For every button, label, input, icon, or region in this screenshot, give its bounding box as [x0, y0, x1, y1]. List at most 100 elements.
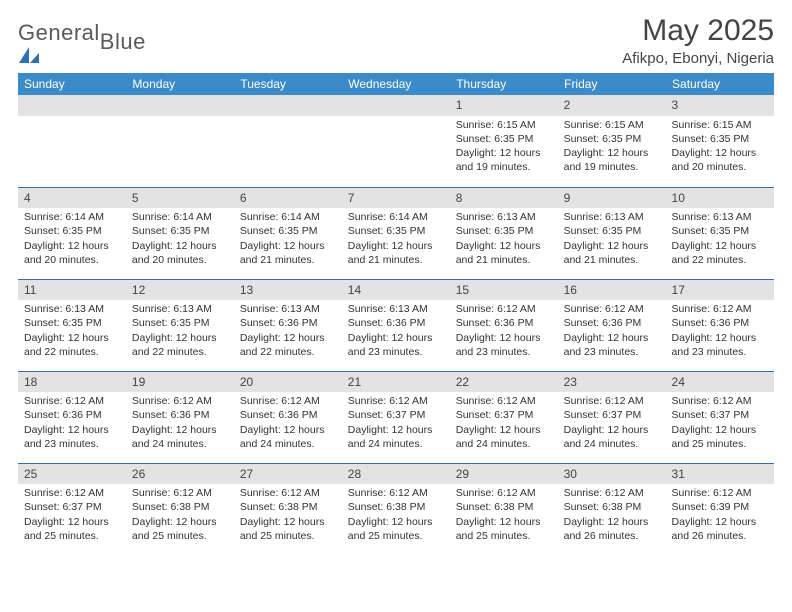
calendar-cell: 14Sunrise: 6:13 AMSunset: 6:36 PMDayligh…	[342, 279, 450, 371]
day-number: 4	[18, 188, 126, 209]
day-detail: Sunrise: 6:12 AMSunset: 6:36 PMDaylight:…	[234, 392, 342, 455]
brand-part2: Blue	[100, 29, 146, 55]
month-title: May 2025	[622, 14, 774, 48]
day-number: 3	[666, 95, 774, 116]
day-detail: Sunrise: 6:12 AMSunset: 6:36 PMDaylight:…	[666, 300, 774, 363]
calendar-cell: 17Sunrise: 6:12 AMSunset: 6:36 PMDayligh…	[666, 279, 774, 371]
day-detail: Sunrise: 6:13 AMSunset: 6:36 PMDaylight:…	[342, 300, 450, 363]
day-number: 30	[558, 464, 666, 485]
day-detail: Sunrise: 6:15 AMSunset: 6:35 PMDaylight:…	[450, 116, 558, 179]
day-number: 11	[18, 280, 126, 301]
dayhead-mon: Monday	[126, 73, 234, 95]
calendar-cell: 2Sunrise: 6:15 AMSunset: 6:35 PMDaylight…	[558, 95, 666, 187]
day-number: 5	[126, 188, 234, 209]
day-detail: Sunrise: 6:12 AMSunset: 6:37 PMDaylight:…	[450, 392, 558, 455]
day-detail: Sunrise: 6:12 AMSunset: 6:36 PMDaylight:…	[18, 392, 126, 455]
dayhead-sun: Sunday	[18, 73, 126, 95]
day-number: 16	[558, 280, 666, 301]
calendar-cell	[342, 95, 450, 187]
calendar-cell: 9Sunrise: 6:13 AMSunset: 6:35 PMDaylight…	[558, 187, 666, 279]
calendar-cell: 26Sunrise: 6:12 AMSunset: 6:38 PMDayligh…	[126, 463, 234, 555]
day-number: 27	[234, 464, 342, 485]
calendar-cell: 31Sunrise: 6:12 AMSunset: 6:39 PMDayligh…	[666, 463, 774, 555]
day-detail: Sunrise: 6:13 AMSunset: 6:35 PMDaylight:…	[558, 208, 666, 271]
day-number: 20	[234, 372, 342, 393]
dayhead-fri: Friday	[558, 73, 666, 95]
day-detail	[342, 116, 450, 176]
day-number	[342, 95, 450, 116]
day-number: 19	[126, 372, 234, 393]
day-number: 6	[234, 188, 342, 209]
brand-part1: General	[18, 20, 100, 45]
day-detail: Sunrise: 6:13 AMSunset: 6:35 PMDaylight:…	[18, 300, 126, 363]
title-block: May 2025 Afikpo, Ebonyi, Nigeria	[622, 14, 774, 67]
day-detail: Sunrise: 6:13 AMSunset: 6:36 PMDaylight:…	[234, 300, 342, 363]
day-number: 17	[666, 280, 774, 301]
calendar-table: Sunday Monday Tuesday Wednesday Thursday…	[18, 73, 774, 555]
calendar-row: 11Sunrise: 6:13 AMSunset: 6:35 PMDayligh…	[18, 279, 774, 371]
calendar-cell: 23Sunrise: 6:12 AMSunset: 6:37 PMDayligh…	[558, 371, 666, 463]
dayhead-tue: Tuesday	[234, 73, 342, 95]
day-detail: Sunrise: 6:15 AMSunset: 6:35 PMDaylight:…	[558, 116, 666, 179]
day-detail: Sunrise: 6:12 AMSunset: 6:39 PMDaylight:…	[666, 484, 774, 547]
day-detail: Sunrise: 6:12 AMSunset: 6:36 PMDaylight:…	[126, 392, 234, 455]
day-detail: Sunrise: 6:13 AMSunset: 6:35 PMDaylight:…	[450, 208, 558, 271]
calendar-cell: 21Sunrise: 6:12 AMSunset: 6:37 PMDayligh…	[342, 371, 450, 463]
day-number: 23	[558, 372, 666, 393]
calendar-row: 4Sunrise: 6:14 AMSunset: 6:35 PMDaylight…	[18, 187, 774, 279]
day-number: 9	[558, 188, 666, 209]
day-detail: Sunrise: 6:12 AMSunset: 6:38 PMDaylight:…	[234, 484, 342, 547]
day-number: 2	[558, 95, 666, 116]
day-number	[234, 95, 342, 116]
day-detail: Sunrise: 6:14 AMSunset: 6:35 PMDaylight:…	[342, 208, 450, 271]
day-header-row: Sunday Monday Tuesday Wednesday Thursday…	[18, 73, 774, 95]
day-number: 14	[342, 280, 450, 301]
day-detail: Sunrise: 6:15 AMSunset: 6:35 PMDaylight:…	[666, 116, 774, 179]
day-number: 12	[126, 280, 234, 301]
calendar-cell: 7Sunrise: 6:14 AMSunset: 6:35 PMDaylight…	[342, 187, 450, 279]
day-detail: Sunrise: 6:13 AMSunset: 6:35 PMDaylight:…	[126, 300, 234, 363]
header: General Blue May 2025 Afikpo, Ebonyi, Ni…	[18, 14, 774, 67]
calendar-cell: 18Sunrise: 6:12 AMSunset: 6:36 PMDayligh…	[18, 371, 126, 463]
calendar-cell: 10Sunrise: 6:13 AMSunset: 6:35 PMDayligh…	[666, 187, 774, 279]
day-number: 24	[666, 372, 774, 393]
day-number: 25	[18, 464, 126, 485]
day-detail: Sunrise: 6:14 AMSunset: 6:35 PMDaylight:…	[234, 208, 342, 271]
day-number: 15	[450, 280, 558, 301]
calendar-cell: 29Sunrise: 6:12 AMSunset: 6:38 PMDayligh…	[450, 463, 558, 555]
calendar-cell: 24Sunrise: 6:12 AMSunset: 6:37 PMDayligh…	[666, 371, 774, 463]
dayhead-wed: Wednesday	[342, 73, 450, 95]
dayhead-thu: Thursday	[450, 73, 558, 95]
calendar-row: 1Sunrise: 6:15 AMSunset: 6:35 PMDaylight…	[18, 95, 774, 187]
day-detail: Sunrise: 6:14 AMSunset: 6:35 PMDaylight:…	[126, 208, 234, 271]
calendar-cell: 4Sunrise: 6:14 AMSunset: 6:35 PMDaylight…	[18, 187, 126, 279]
day-detail: Sunrise: 6:12 AMSunset: 6:38 PMDaylight:…	[558, 484, 666, 547]
day-number: 28	[342, 464, 450, 485]
day-number: 29	[450, 464, 558, 485]
day-detail: Sunrise: 6:13 AMSunset: 6:35 PMDaylight:…	[666, 208, 774, 271]
day-number	[126, 95, 234, 116]
calendar-cell: 8Sunrise: 6:13 AMSunset: 6:35 PMDaylight…	[450, 187, 558, 279]
day-detail: Sunrise: 6:12 AMSunset: 6:37 PMDaylight:…	[666, 392, 774, 455]
sail-icon	[18, 46, 100, 64]
day-detail: Sunrise: 6:12 AMSunset: 6:36 PMDaylight:…	[450, 300, 558, 363]
calendar-page: General Blue May 2025 Afikpo, Ebonyi, Ni…	[0, 0, 792, 555]
calendar-row: 18Sunrise: 6:12 AMSunset: 6:36 PMDayligh…	[18, 371, 774, 463]
day-number: 10	[666, 188, 774, 209]
day-detail	[234, 116, 342, 176]
day-number: 13	[234, 280, 342, 301]
calendar-cell: 11Sunrise: 6:13 AMSunset: 6:35 PMDayligh…	[18, 279, 126, 371]
calendar-body: 1Sunrise: 6:15 AMSunset: 6:35 PMDaylight…	[18, 95, 774, 555]
day-number: 8	[450, 188, 558, 209]
day-number: 1	[450, 95, 558, 116]
calendar-cell: 22Sunrise: 6:12 AMSunset: 6:37 PMDayligh…	[450, 371, 558, 463]
brand-logo: General Blue	[18, 14, 146, 64]
dayhead-sat: Saturday	[666, 73, 774, 95]
day-detail: Sunrise: 6:14 AMSunset: 6:35 PMDaylight:…	[18, 208, 126, 271]
calendar-cell: 6Sunrise: 6:14 AMSunset: 6:35 PMDaylight…	[234, 187, 342, 279]
calendar-cell: 28Sunrise: 6:12 AMSunset: 6:38 PMDayligh…	[342, 463, 450, 555]
day-detail: Sunrise: 6:12 AMSunset: 6:38 PMDaylight:…	[126, 484, 234, 547]
brand-text: General	[18, 20, 100, 64]
calendar-cell: 12Sunrise: 6:13 AMSunset: 6:35 PMDayligh…	[126, 279, 234, 371]
day-detail: Sunrise: 6:12 AMSunset: 6:37 PMDaylight:…	[18, 484, 126, 547]
